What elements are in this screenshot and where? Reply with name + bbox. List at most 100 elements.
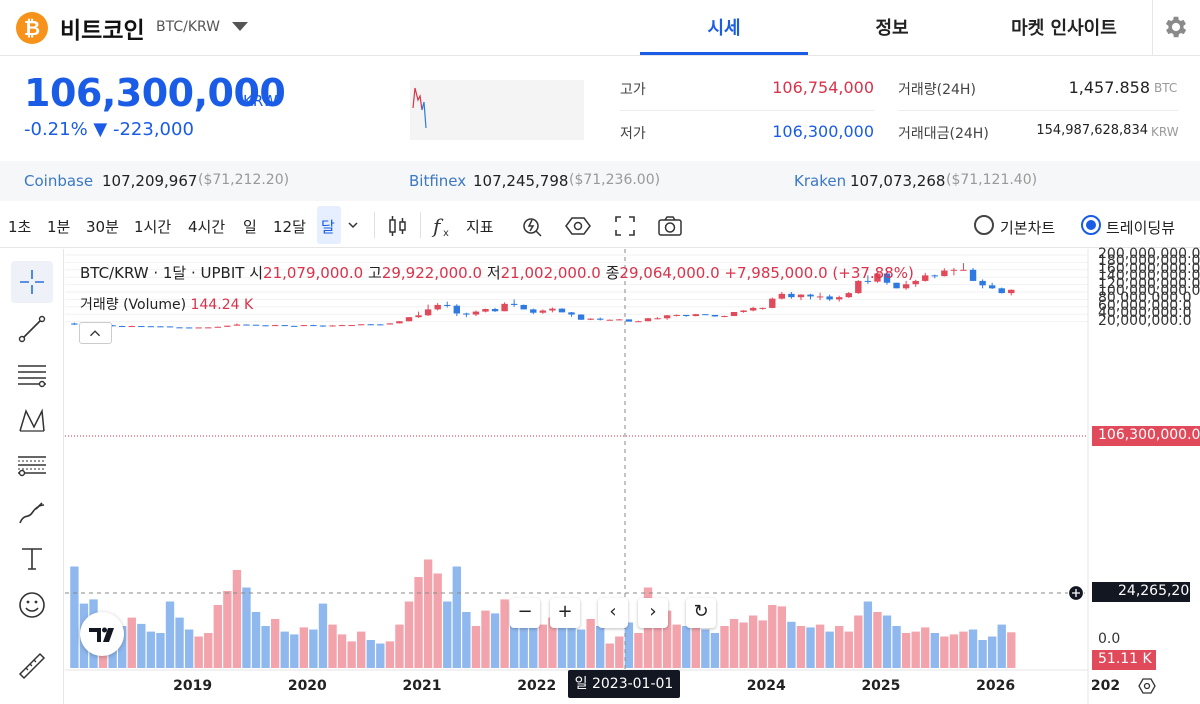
- exchange-name[interactable]: Bitfinex: [409, 172, 467, 190]
- scroll-right-button[interactable]: ›: [638, 598, 668, 628]
- timeframe-1m[interactable]: 1분: [47, 218, 71, 236]
- volume-bar: [538, 624, 548, 668]
- volume-bar: [175, 617, 184, 668]
- candle-body: [463, 313, 470, 315]
- emoji-icon[interactable]: [14, 587, 50, 623]
- selected-timeframe-highlight: [317, 206, 341, 244]
- candle-body: [166, 326, 174, 328]
- volume-bar: [423, 559, 433, 668]
- candle-body: [310, 325, 317, 327]
- exchange-usd: ($71,236.00): [569, 172, 661, 188]
- volume-bar: [146, 631, 156, 668]
- candlestick-icon[interactable]: [384, 212, 412, 240]
- coin-name[interactable]: 비트코인: [60, 18, 145, 44]
- time-axis-label: 2020: [287, 678, 327, 694]
- text-tool-icon[interactable]: [14, 541, 50, 577]
- candle-body: [988, 285, 996, 289]
- chevron-down-icon[interactable]: [346, 218, 360, 232]
- timeframe-1h[interactable]: 1시간: [134, 218, 172, 236]
- exchange-name[interactable]: Kraken: [794, 172, 847, 190]
- horizontal-lines-icon[interactable]: [14, 357, 50, 393]
- reset-chart-button[interactable]: ↻: [686, 598, 716, 628]
- candle-body: [635, 321, 642, 323]
- radio-tradingview[interactable]: [1081, 215, 1101, 235]
- ruler-icon[interactable]: [14, 648, 50, 684]
- time-axis-label: 2025: [861, 678, 901, 694]
- candle-body: [950, 269, 958, 271]
- timeframe-month[interactable]: 달: [321, 218, 335, 236]
- camera-icon[interactable]: [656, 212, 684, 240]
- settings-hexagon-icon[interactable]: [564, 212, 592, 240]
- candle-body: [424, 309, 432, 316]
- volume-legend-label: 거래량 (Volume): [80, 297, 187, 313]
- volume-bar: [481, 610, 490, 668]
- volume-bar: [251, 612, 261, 668]
- collapse-legend-button[interactable]: [79, 322, 112, 344]
- legend-open-label: 시: [249, 264, 264, 282]
- candle-body: [558, 308, 566, 313]
- fullscreen-icon[interactable]: [611, 212, 639, 240]
- divider: [1152, 0, 1153, 56]
- candle-body: [749, 307, 757, 311]
- volume-bar: [634, 633, 643, 668]
- candle-body: [444, 304, 451, 306]
- candle-body: [501, 303, 508, 312]
- gear-icon[interactable]: [1162, 13, 1190, 41]
- exchange-name[interactable]: Coinbase: [24, 172, 94, 190]
- trend-line-icon[interactable]: [14, 311, 50, 347]
- crosshair-price-tag: 24,265,206.8: [1092, 582, 1200, 602]
- fibonacci-icon[interactable]: [14, 449, 50, 485]
- price-axis-label: 120,000,000.0: [1098, 275, 1200, 292]
- indicators-button[interactable]: 지표: [466, 218, 494, 236]
- timeframe-4h[interactable]: 4시간: [188, 218, 226, 236]
- exchange-price: 107,245,798: [473, 172, 569, 190]
- pattern-icon[interactable]: [14, 403, 50, 439]
- zoom-out-button[interactable]: −: [510, 598, 540, 628]
- price-chart[interactable]: [65, 249, 1200, 704]
- timeframe-day[interactable]: 일: [243, 218, 257, 236]
- volume-bar: [156, 633, 165, 668]
- volume-bar: [137, 623, 146, 668]
- candle-body: [902, 284, 910, 289]
- volume-bar: [204, 633, 213, 668]
- zoom-in-button[interactable]: +: [550, 598, 580, 628]
- volume-bar: [787, 621, 796, 668]
- volume-bar: [949, 634, 959, 668]
- volume-tag: 51.11 K: [1092, 650, 1156, 670]
- candle-body: [597, 318, 604, 320]
- settings-hexagon-icon[interactable]: [1137, 676, 1157, 696]
- chevron-down-icon[interactable]: [232, 22, 248, 31]
- timeframe-12month[interactable]: 12달: [273, 218, 306, 236]
- basic-chart-label[interactable]: 기본차트: [1000, 219, 1056, 237]
- coin-pair[interactable]: BTC/KRW: [156, 19, 221, 35]
- volume-bar: [997, 624, 1006, 668]
- brush-icon[interactable]: [14, 495, 50, 531]
- volume-bar: [921, 627, 930, 668]
- candle-body: [453, 305, 460, 314]
- scroll-left-button[interactable]: ‹: [598, 598, 628, 628]
- candle-body: [319, 325, 327, 327]
- volume-bar: [815, 624, 825, 668]
- tradingview-logo-icon[interactable]: [80, 612, 124, 656]
- tab-info[interactable]: 정보: [875, 18, 909, 39]
- timeframe-30m[interactable]: 30분: [86, 218, 119, 236]
- candle-body: [348, 325, 355, 327]
- crosshair-icon[interactable]: [14, 264, 50, 300]
- volume-bar: [748, 615, 758, 668]
- tab-market-insight[interactable]: 마켓 인사이트: [1011, 18, 1117, 39]
- volume-bar: [299, 627, 309, 668]
- candle-body: [176, 327, 183, 329]
- legend-close: 29,064,000.0: [619, 264, 720, 282]
- alert-icon[interactable]: [518, 212, 546, 240]
- tab-price[interactable]: 시세: [707, 18, 741, 39]
- tradingview-label[interactable]: 트레이딩뷰: [1106, 219, 1176, 237]
- candle-body: [549, 308, 556, 311]
- candle-body: [568, 312, 575, 315]
- timeframe-1s[interactable]: 1초: [8, 218, 32, 236]
- radio-basic-chart[interactable]: [974, 215, 994, 235]
- volume-bar: [739, 622, 748, 668]
- crosshair-date-tag: 일 2023-01-01: [568, 670, 680, 698]
- volume-bar: [337, 634, 347, 668]
- add-plus-icon[interactable]: [1067, 584, 1085, 602]
